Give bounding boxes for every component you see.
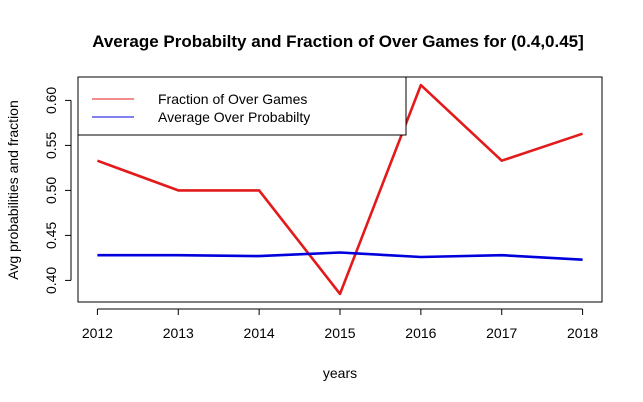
legend-label-fraction-of-over-games: Fraction of Over Games: [158, 91, 307, 107]
chart-title: Average Probabilty and Fraction of Over …: [92, 32, 584, 51]
y-tick-label: 0.50: [43, 177, 59, 204]
x-tick-label: 2017: [486, 325, 517, 341]
x-tick-label: 2013: [163, 325, 194, 341]
x-tick-label: 2018: [567, 325, 598, 341]
series-layer: [96, 83, 584, 296]
y-tick-label: 0.40: [43, 267, 59, 294]
series-line-average-over-probabilty: [97, 251, 583, 261]
x-axis: 2012 2013 2014 2015 2016 2017 2018: [82, 308, 598, 341]
y-tick-label: 0.55: [43, 132, 59, 159]
y-axis-label: Avg probabilities and fraction: [5, 100, 21, 280]
x-axis-label: years: [323, 365, 357, 381]
legend-box: [77, 76, 407, 136]
x-tick-label: 2012: [82, 325, 113, 341]
legend-label-average-over-probabilty: Average Over Probabilty: [158, 109, 310, 125]
y-axis: 0.40 0.45 0.50 0.55 0.60: [43, 87, 72, 294]
x-tick-label: 2016: [405, 325, 436, 341]
x-tick-label: 2014: [244, 325, 275, 341]
y-tick-label: 0.45: [43, 222, 59, 249]
y-tick-label: 0.60: [43, 87, 59, 114]
legend: Fraction of Over Games Average Over Prob…: [77, 76, 407, 136]
x-tick-label: 2015: [324, 325, 355, 341]
